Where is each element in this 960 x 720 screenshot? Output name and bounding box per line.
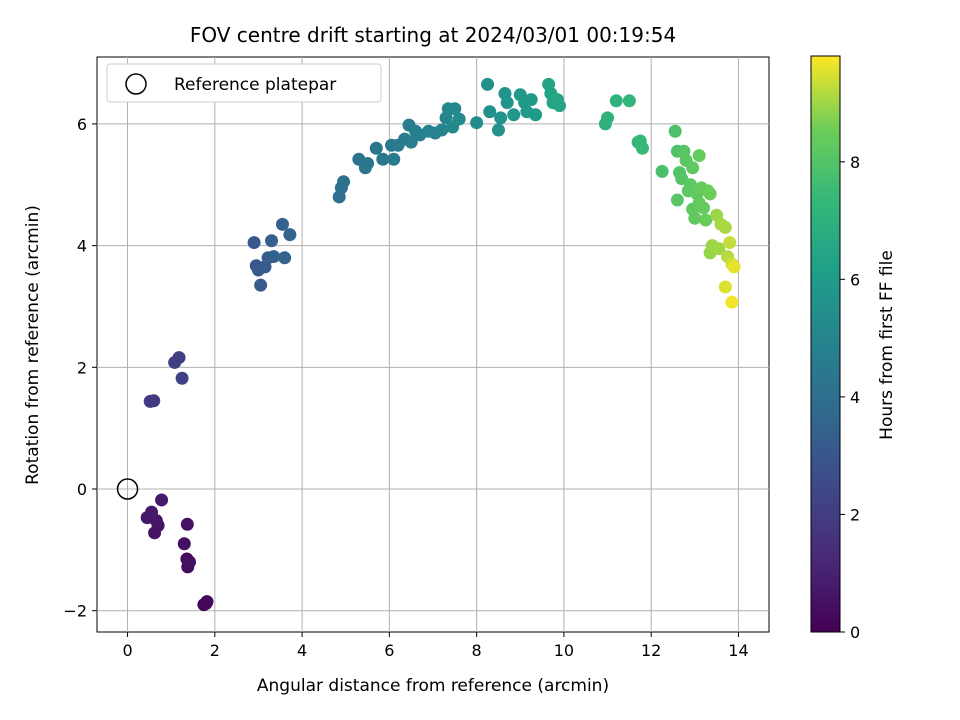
- x-tick-label: 2: [210, 641, 220, 660]
- data-point: [172, 351, 186, 365]
- colorbar-tick-label: 6: [850, 270, 860, 289]
- data-point: [275, 217, 289, 231]
- data-point: [500, 96, 514, 110]
- data-point: [670, 193, 684, 207]
- y-tick-label: 0: [77, 480, 87, 499]
- x-tick-label: 0: [122, 641, 132, 660]
- data-point: [376, 152, 390, 166]
- data-point: [491, 123, 505, 137]
- data-point: [361, 156, 375, 170]
- data-point: [727, 260, 741, 274]
- legend-box: [106, 63, 382, 103]
- data-point: [507, 108, 521, 122]
- data-point: [703, 187, 717, 201]
- data-point: [712, 242, 726, 256]
- data-points: [116, 77, 741, 612]
- data-point: [247, 236, 261, 250]
- y-tick-label: 4: [77, 237, 87, 256]
- x-tick-label: 4: [297, 641, 307, 660]
- x-axis-label: Angular distance from reference (arcmin): [257, 676, 609, 696]
- data-point: [725, 295, 739, 309]
- data-point: [553, 99, 567, 113]
- data-point: [524, 93, 538, 107]
- grid-lines: [97, 57, 769, 632]
- y-tick-label: 2: [77, 358, 87, 377]
- colorbar-gradient: [810, 55, 841, 633]
- data-point: [529, 108, 543, 122]
- data-point: [481, 77, 495, 91]
- data-point: [483, 105, 497, 119]
- chart-title: FOV centre drift starting at 2024/03/01 …: [190, 23, 676, 47]
- data-point: [147, 394, 161, 408]
- legend: Reference platepar: [106, 63, 382, 103]
- reference-platepar-marker: [116, 478, 139, 500]
- colorbar-tick-label: 4: [850, 388, 860, 407]
- data-point: [404, 135, 418, 149]
- data-point: [283, 228, 297, 242]
- data-point: [177, 537, 191, 551]
- colorbar-ticks: 0 2 4 6 8: [840, 153, 860, 642]
- data-point: [692, 149, 706, 163]
- data-point: [180, 517, 194, 531]
- data-point: [635, 141, 649, 155]
- x-tick-label: 8: [472, 641, 482, 660]
- data-point: [452, 112, 466, 126]
- data-point: [494, 111, 508, 125]
- plot-area: 0 2 4 6 8 10 12 14 −2 0 2 4 6: [63, 56, 770, 660]
- y-tick-label: −2: [63, 602, 87, 621]
- data-point: [622, 94, 636, 108]
- data-point: [470, 116, 484, 130]
- y-axis-label: Rotation from reference (arcmin): [23, 205, 43, 485]
- data-point: [145, 505, 159, 519]
- data-point: [609, 94, 623, 108]
- data-point: [697, 201, 711, 215]
- data-point: [435, 123, 449, 137]
- legend-entry: Reference platepar: [174, 75, 336, 95]
- legend-marker-icon: [125, 73, 147, 95]
- plot-frame: [96, 56, 770, 633]
- x-tick-label: 14: [728, 641, 748, 660]
- data-point: [718, 280, 732, 294]
- data-point: [337, 175, 351, 189]
- colorbar-label: Hours from first FF file: [877, 250, 897, 440]
- x-tick-label: 6: [384, 641, 394, 660]
- data-point: [601, 111, 615, 125]
- colorbar-tick-label: 2: [850, 505, 860, 524]
- data-point: [175, 371, 189, 385]
- data-point: [267, 250, 281, 264]
- data-point: [655, 164, 669, 178]
- data-point: [688, 211, 702, 225]
- y-tick-label: 6: [77, 115, 87, 134]
- data-point: [683, 178, 697, 192]
- axis-ticks: 0 2 4 6 8 10 12 14 −2 0 2 4 6: [63, 115, 748, 660]
- data-point: [448, 102, 462, 116]
- x-tick-label: 12: [641, 641, 661, 660]
- data-point: [183, 555, 197, 569]
- data-point: [686, 161, 700, 175]
- colorbar-tick-label: 8: [850, 153, 860, 172]
- data-point: [718, 220, 732, 234]
- data-point: [387, 152, 401, 166]
- data-point: [265, 234, 279, 248]
- data-point: [668, 124, 682, 138]
- colorbar: 0 2 4 6 8 Hours from first FF file: [810, 55, 897, 642]
- data-point: [369, 141, 383, 155]
- data-point: [699, 213, 713, 227]
- data-point: [254, 278, 268, 292]
- data-point: [199, 596, 213, 610]
- data-point: [723, 236, 737, 250]
- data-point: [155, 493, 169, 507]
- data-point: [278, 251, 292, 265]
- x-tick-label: 10: [554, 641, 574, 660]
- colorbar-tick-label: 0: [850, 623, 860, 642]
